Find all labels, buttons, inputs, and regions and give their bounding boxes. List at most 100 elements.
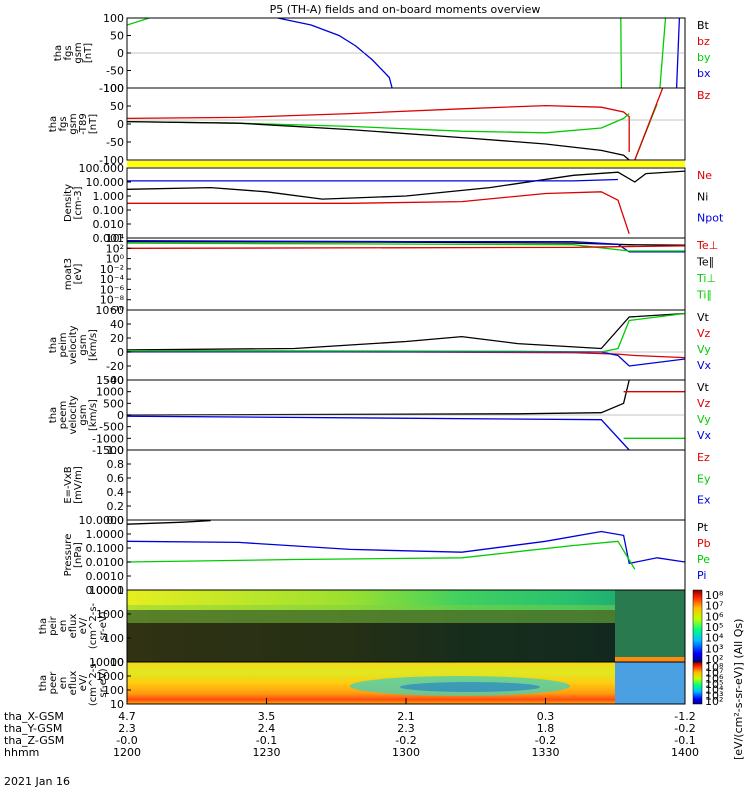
density-legend-Npot: Npot [697, 212, 724, 225]
pressure-ylabel: Pressure [63, 534, 74, 577]
peir-colorbar-tick: 10⁴ [705, 632, 724, 645]
efield-ytick-label: 1.0 [107, 444, 125, 457]
peer-colorbar-tick: 10⁴ [705, 684, 724, 697]
moat3-legend-Ti∥: Ti∥ [696, 289, 712, 302]
peem-legend-Vt: Vt [697, 381, 710, 394]
fgs-ytick-label: 0 [117, 47, 124, 60]
pressure-ytick-label: 10.0000 [79, 514, 125, 527]
peer-high-energy-band [615, 657, 685, 662]
fgs-ytick-label: 100 [103, 12, 124, 25]
fgs-t89-ylabel: fgs [58, 116, 69, 131]
colorbar-label: [eV/(cm²-s-sr-eV)] (All Qs) [732, 619, 745, 760]
ephem-row-label: tha_Z-GSM [4, 734, 64, 747]
ephem-value: 1330 [532, 746, 560, 759]
density-series-0 [127, 170, 685, 200]
moat3-ytick-label: 10⁻⁸ [100, 294, 125, 307]
fgs-t89-series-2 [127, 120, 630, 161]
moat3-ytick-label: 10⁻⁴ [100, 273, 125, 286]
density-ytick-label: 0.010 [93, 218, 125, 231]
efield-legend-Ey: Ey [697, 472, 711, 485]
pressure-series-2 [127, 540, 636, 570]
peim-ytick-label: -20 [106, 360, 124, 373]
peim-legend-Vz: Vz [697, 327, 711, 340]
peim-legend-Vt: Vt [697, 311, 710, 324]
fgs-ytick-label: -50 [106, 65, 124, 78]
ephem-value: 1200 [113, 746, 141, 759]
moat3-ylabel: moat3 [63, 258, 74, 290]
ephem-value: 2.3 [118, 722, 136, 735]
moat3-series-0 [127, 240, 685, 246]
peim-series-2 [127, 312, 685, 353]
peir-ylabel: eflux [68, 614, 79, 639]
ephem-value: 3.5 [258, 710, 276, 723]
peer-ylabel: eV/ [78, 674, 89, 691]
fgs-t89-ylabel: [nT] [88, 114, 99, 134]
moat3-ytick-label: 10² [106, 242, 124, 255]
peem-ylabel: tha [48, 407, 59, 423]
peem-ylabel: peem [58, 401, 69, 429]
fgs-legend-by: by [697, 51, 711, 64]
density-legend-Ne: Ne [697, 169, 712, 182]
ephem-value: 2.3 [397, 722, 415, 735]
ephem-value: 1300 [392, 746, 420, 759]
date-label: 2021 Jan 16 [4, 775, 70, 788]
peim-ytick-label: 60 [110, 304, 124, 317]
density-series-2 [127, 191, 630, 235]
peim-ytick-label: -40 [106, 374, 124, 387]
moat3-legend-Te∥: Te∥ [696, 256, 714, 269]
peer-colorbar [692, 661, 703, 705]
peir-ytick-label: 10 [110, 656, 124, 669]
fgs-t89-legend-Bz: Bz [697, 89, 711, 102]
peer-low-flux-core [400, 682, 540, 692]
ephem-row-label: hhmm [4, 746, 39, 759]
pressure-ytick-label: 0.0010 [86, 570, 125, 583]
peir-colorbar-tick: 10³ [705, 642, 723, 655]
peim-ylabel: gsm [78, 334, 89, 355]
fgs-t89-ytick-label: 0 [117, 118, 124, 131]
peem-series-1 [127, 415, 630, 451]
density-ytick-label: 0.001 [93, 232, 125, 245]
moat3-ytick-label: 10⁻¹⁰ [95, 304, 124, 317]
pressure-ytick-label: 0.0100 [86, 556, 125, 569]
ephem-row-label: tha_X-GSM [4, 710, 64, 723]
moat3-legend-Te⊥: Te⊥ [696, 239, 718, 252]
pressure-legend-Pt: Pt [697, 521, 709, 534]
ephem-value: -1.2 [674, 710, 695, 723]
moat3-ytick-label: 10⁻² [100, 263, 124, 276]
moat3-frame [126, 237, 686, 311]
peem-ytick-label: 0 [117, 409, 124, 422]
peem-ylabel: [km/s] [88, 399, 99, 431]
peim-legend-Vy: Vy [697, 343, 711, 356]
density-ylabel: Density [63, 184, 74, 222]
peem-legend-Vz: Vz [697, 397, 711, 410]
fgs-series-0 [127, 18, 150, 26]
ephem-value: -0.2 [535, 734, 556, 747]
peim-frame [126, 309, 686, 381]
peir-ytick-label: 10000 [89, 584, 124, 597]
fgs-legend-bx: bx [697, 67, 711, 80]
density-ytick-label: 100.000 [79, 162, 125, 175]
density-legend-Ni: Ni [697, 190, 708, 203]
peir-colorbar-tick: 10⁵ [705, 621, 723, 634]
ephemeris-table: tha_X-GSMtha_Y-GSMtha_Z-GSMhhmm4.72.3-0.… [4, 710, 699, 759]
pressure-ylabel: [nPa] [73, 542, 84, 568]
efield-legend-Ex: Ex [697, 494, 711, 507]
data-flag-bar [127, 161, 685, 167]
peem-ytick-label: 500 [103, 397, 124, 410]
moat3-ytick-label: 10⁴ [106, 232, 125, 245]
fgs-t89-ytick-label: 100 [103, 82, 124, 95]
fgs-series-1 [277, 18, 393, 89]
peer-colorbar-tick: 10⁶ [705, 672, 724, 685]
peim-series-0 [127, 312, 685, 351]
peim-ylabel: velocity [68, 325, 79, 364]
peer-colorbar-tick: 10⁵ [705, 678, 723, 691]
density-ytick-label: 1.000 [93, 190, 125, 203]
peem-legend-Vy: Vy [697, 413, 711, 426]
peir-region-change [615, 590, 685, 662]
fgs-t89-ytick-label: -50 [106, 136, 124, 149]
colorbar-ticks: 10⁸10⁷10⁶10⁵10⁴10³10²10⁸10⁷10⁶10⁵10⁴10³1… [705, 589, 724, 708]
ephem-value: -0.0 [116, 734, 137, 747]
ephem-row-label: tha_Y-GSM [4, 722, 62, 735]
